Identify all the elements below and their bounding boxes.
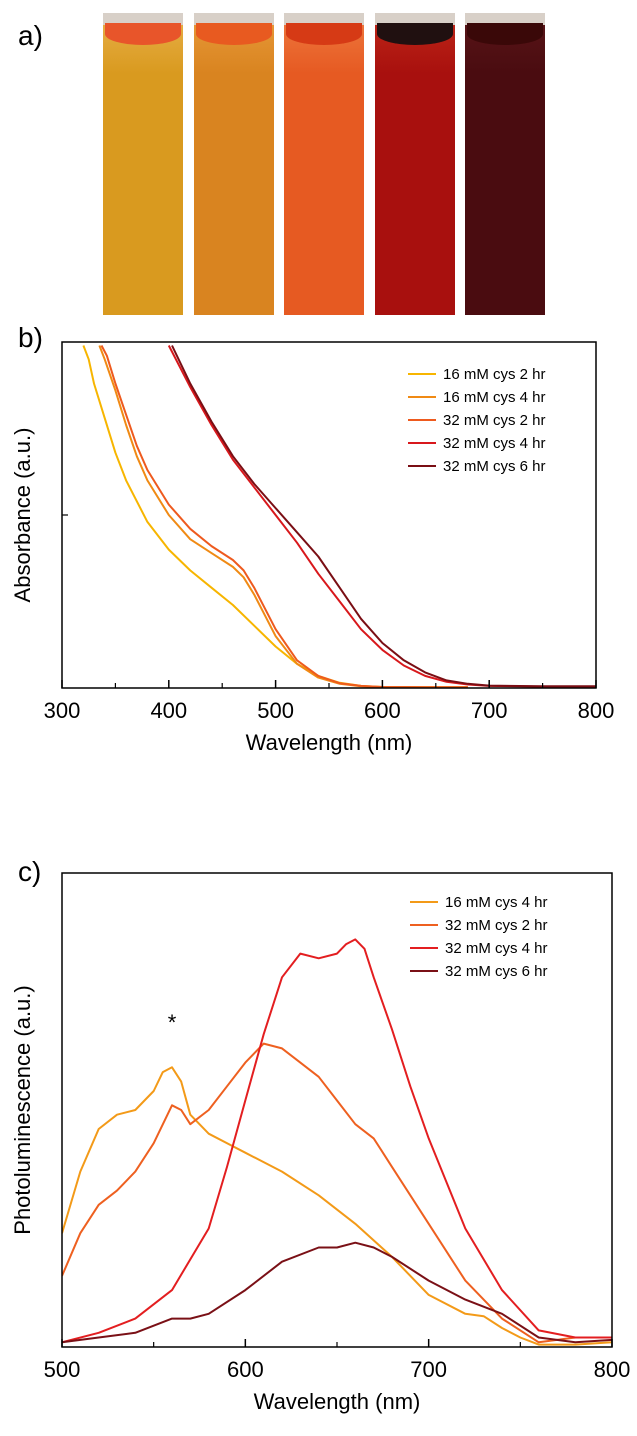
legend-label: 32 mM cys 6 hr (445, 963, 548, 980)
legend-label: 32 mM cys 4 hr (443, 435, 546, 452)
legend-label: 32 mM cys 2 hr (443, 412, 546, 429)
panel-label-a: a) (18, 20, 43, 51)
legend-label: 16 mM cys 4 hr (445, 894, 548, 911)
cuvette-vial-1 (103, 13, 183, 315)
legend-label: 16 mM cys 4 hr (443, 389, 546, 406)
x-axis-label: Wavelength (nm) (254, 1389, 421, 1414)
absorbance-chart: 300 400 500 600 700 800 Wavelength (nm) Absorba… (10, 341, 615, 755)
vial-cap (193, 13, 274, 25)
cuvette-vial-5 (465, 13, 545, 315)
series-line-2 (62, 1042, 612, 1344)
series-line-4 (62, 1241, 612, 1344)
panel-label-b: b) (18, 322, 43, 353)
peak-annotation: * (168, 1010, 177, 1035)
y-axis-label: Photoluminescence (a.u.) (10, 985, 35, 1234)
series-line-3 (100, 345, 468, 688)
legend-label: 32 mM cys 2 hr (445, 917, 548, 934)
vial-cap (465, 13, 545, 25)
vial-meniscus (286, 23, 362, 45)
legend-label: 32 mM cys 4 hr (445, 940, 548, 957)
series-line-5 (171, 345, 596, 688)
cuvette-vial-3 (284, 13, 364, 315)
series-line-3 (62, 938, 612, 1344)
cuvette-vial-4 (374, 13, 455, 315)
x-tick-label: 800 (594, 1357, 631, 1382)
panel-label-c: c) (18, 856, 42, 887)
x-axis-label: Wavelength (nm) (246, 730, 413, 755)
x-tick-label: 500 (44, 1357, 81, 1382)
cuvette-photo (103, 13, 545, 315)
x-tick-label: 800 (578, 698, 615, 723)
y-axis-label: Absorbance (a.u.) (10, 428, 35, 603)
vial-meniscus (467, 23, 543, 45)
x-tick-label: 700 (471, 698, 508, 723)
x-tick-label: 700 (410, 1357, 447, 1382)
vial-cap (284, 13, 364, 25)
x-tick-label: 600 (227, 1357, 264, 1382)
vial-meniscus (105, 23, 181, 45)
x-tick-label: 500 (257, 698, 294, 723)
series-line-1 (62, 1066, 612, 1346)
x-tick-label: 300 (44, 698, 81, 723)
vial-cap (374, 13, 455, 25)
legend-label: 32 mM cys 6 hr (443, 458, 546, 475)
x-tick-label: 600 (364, 698, 401, 723)
vial-cap (103, 13, 183, 25)
legend-label: 16 mM cys 2 hr (443, 366, 546, 383)
vial-meniscus (376, 23, 453, 45)
vial-meniscus (195, 23, 272, 45)
cuvette-vial-2 (193, 13, 274, 315)
x-tick-label: 400 (150, 698, 187, 723)
